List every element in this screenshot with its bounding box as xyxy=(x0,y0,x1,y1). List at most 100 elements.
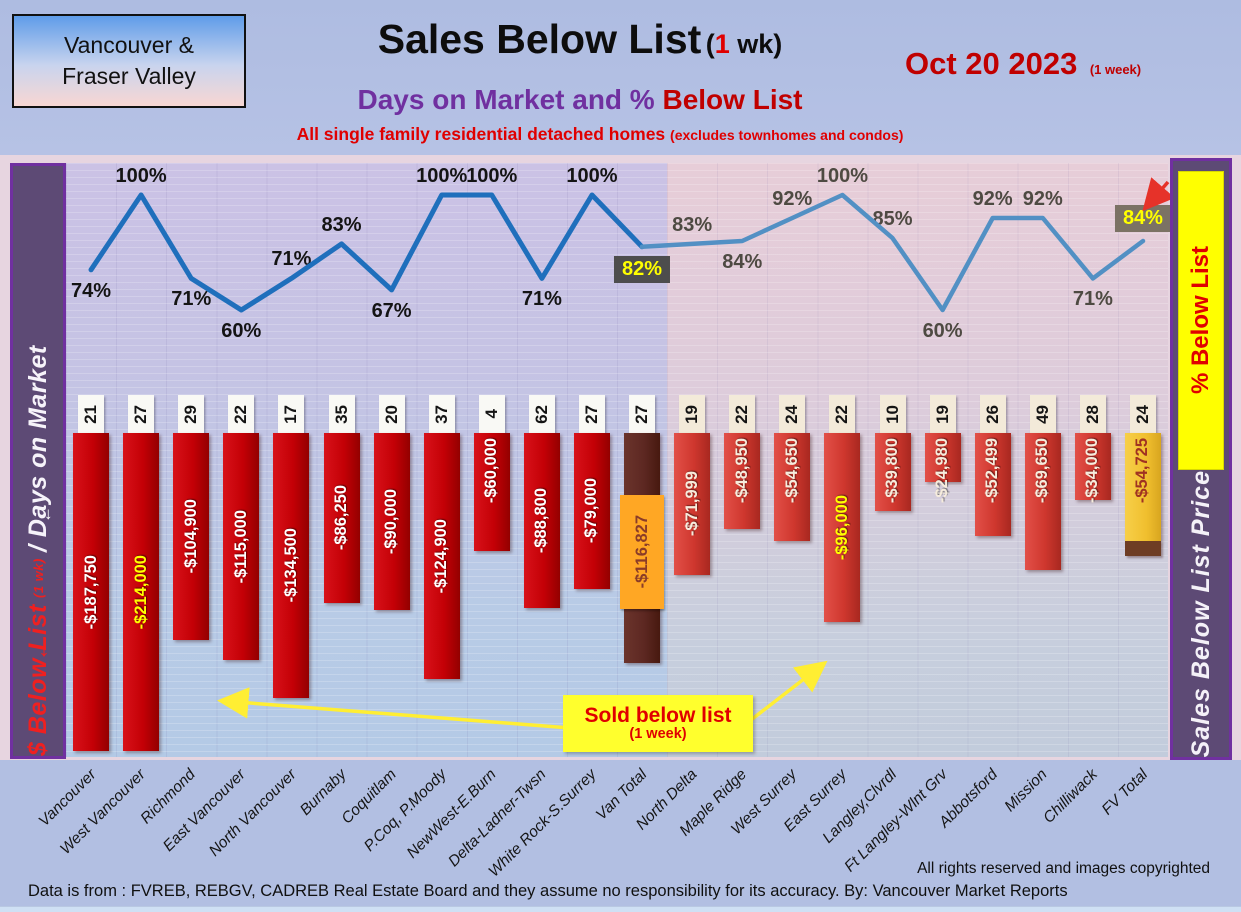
days-on-market-box: 19 xyxy=(929,395,956,433)
pct-label: 71% xyxy=(1072,288,1113,311)
bar-value-label: -$24,980 xyxy=(933,438,952,504)
pct-label: 92% xyxy=(1022,188,1063,210)
region-box: Vancouver & Fraser Valley xyxy=(12,14,246,108)
white-down-arrow-icon: ↓ xyxy=(44,504,53,523)
days-on-market-box: 17 xyxy=(278,395,305,433)
days-on-market-value: 26 xyxy=(982,404,1002,424)
rights-note: All rights reserved and images copyright… xyxy=(917,860,1210,877)
days-on-market-value: 22 xyxy=(732,404,752,424)
pct-label: 74% xyxy=(71,279,112,302)
days-on-market-box: 35 xyxy=(328,395,355,433)
x-axis-category-label: West Vancouver xyxy=(57,766,150,858)
title-wk: (1 wk) xyxy=(705,29,783,59)
days-on-market-box: 10 xyxy=(879,395,906,433)
days-on-market-box: 20 xyxy=(378,395,405,433)
days-on-market-box: 37 xyxy=(428,395,455,433)
bar-value-label: -$52,499 xyxy=(983,438,1002,504)
x-axis-category-label: Chilliwack xyxy=(1040,766,1101,827)
pct-label: 92% xyxy=(772,188,813,210)
right-axis-title: % Below List Sales Below List Price xyxy=(1170,158,1232,760)
pct-label: 71% xyxy=(171,288,212,311)
days-on-market-value: 27 xyxy=(581,404,601,424)
bar-value-label: -$54,650 xyxy=(782,438,801,504)
bar-value-label: -$104,900 xyxy=(181,499,200,574)
days-on-market-box: 28 xyxy=(1079,395,1106,433)
dollar-below-list-bar: -$48,950 xyxy=(724,433,761,529)
dollar-below-list-bar: -$39,800 xyxy=(874,433,911,511)
dollar-below-list-bar: -$54,650 xyxy=(774,433,811,541)
dollar-below-list-bar: -$79,000 xyxy=(573,433,610,589)
dollar-below-list-bar: -$116,827 xyxy=(620,433,665,663)
bar-value-label: -$116,827 xyxy=(632,515,651,589)
days-on-market-box: 27 xyxy=(128,395,155,433)
bar-value-label: -$134,500 xyxy=(281,528,300,603)
pct-label: 83% xyxy=(321,213,362,236)
days-on-market-box: 29 xyxy=(178,395,205,433)
days-on-market-box: 21 xyxy=(78,395,105,433)
bar-value-label: -$96,000 xyxy=(832,494,851,561)
bar-value-label: -$90,000 xyxy=(382,488,401,555)
page-title: Sales Below List (1 wk) xyxy=(320,16,840,63)
bar-value-label: -$79,000 xyxy=(582,478,601,544)
region-line1: Vancouver & xyxy=(64,31,194,58)
days-on-market-box: 27 xyxy=(578,395,605,433)
pct-label: 92% xyxy=(972,188,1013,210)
dollar-below-list-bar: -$60,000 xyxy=(473,433,510,551)
days-on-market-value: 21 xyxy=(81,404,101,424)
dollar-below-list-bar: -$71,999 xyxy=(674,433,711,575)
bar-value-label: -$60,000 xyxy=(482,438,501,504)
left-axis-title: $ Below List (1 wk) / Days on Market xyxy=(10,163,66,759)
bar-value-label: -$71,999 xyxy=(682,471,701,537)
report-date: Oct 20 2023 (1 week) xyxy=(905,46,1142,81)
bar-value-label: -$88,800 xyxy=(532,487,551,554)
header: Vancouver & Fraser Valley Sales Below Li… xyxy=(0,0,1241,155)
dollar-below-list-bar: -$187,750 xyxy=(73,433,110,751)
bar-value-label: -$86,250 xyxy=(332,485,350,551)
dollar-below-list-bar: -$104,900 xyxy=(173,433,210,640)
days-on-market-value: 27 xyxy=(131,404,151,424)
x-axis-category-label: North Vancouver xyxy=(205,766,300,860)
days-on-market-box: 26 xyxy=(979,395,1006,433)
days-on-market-box: 24 xyxy=(1129,395,1156,433)
pct-label: 84% xyxy=(722,251,763,273)
days-on-market-value: 27 xyxy=(632,404,652,424)
dollar-below-list-bar: -$115,000 xyxy=(223,433,260,660)
x-axis-category-label: FV Total xyxy=(1098,766,1151,819)
bar-value-label: -$48,950 xyxy=(732,438,751,504)
left-axis-dollar-label: $ Below List xyxy=(23,604,52,756)
fv-total-bar-cap xyxy=(1124,541,1161,556)
right-axis-pct-label: % Below List xyxy=(1187,246,1214,395)
days-on-market-value: 24 xyxy=(782,404,802,424)
days-on-market-value: 37 xyxy=(431,404,451,424)
bar-value-label: -$54,725 xyxy=(1133,438,1152,504)
days-on-market-box: 22 xyxy=(228,395,255,433)
right-axis-price-label: Sales Below List Price xyxy=(1186,469,1215,757)
dollar-below-list-bar: -$90,000 xyxy=(373,433,410,610)
dollar-below-list-bar: -$54,725 xyxy=(1124,433,1161,556)
bottom-strip xyxy=(0,906,1241,912)
dollar-below-list-bar: -$69,650 xyxy=(1024,433,1061,570)
days-on-market-value: 49 xyxy=(1032,404,1052,424)
bar-value-label: -$34,000 xyxy=(1083,438,1102,504)
pct-label: 83% xyxy=(672,213,713,236)
dollar-below-list-bar: -$134,500 xyxy=(273,433,310,698)
dollar-below-list-bar: -$88,800 xyxy=(523,433,560,608)
days-on-market-box: 22 xyxy=(829,395,856,433)
title-main: Sales Below List xyxy=(377,16,702,62)
bar-value-label: -$69,650 xyxy=(1033,438,1052,504)
days-on-market-value: 62 xyxy=(531,404,551,424)
dollar-below-list-bar: -$214,000 xyxy=(123,433,160,751)
pct-label: 60% xyxy=(922,320,963,342)
days-on-market-box: 22 xyxy=(729,395,756,433)
source-note: Data is from : FVREB, REBGV, CADREB Real… xyxy=(28,882,1068,900)
days-on-market-value: 24 xyxy=(1132,404,1152,424)
dollar-below-list-bar: -$52,499 xyxy=(974,433,1011,536)
days-on-market-value: 4 xyxy=(481,409,501,419)
dollar-below-list-bar: -$124,900 xyxy=(423,433,460,679)
sold-callout-line2: (1 week) xyxy=(629,726,687,743)
days-on-market-value: 19 xyxy=(682,404,702,424)
days-on-market-box: 24 xyxy=(779,395,806,433)
days-on-market-value: 17 xyxy=(281,404,301,424)
region-line2: Fraser Valley xyxy=(62,63,196,89)
